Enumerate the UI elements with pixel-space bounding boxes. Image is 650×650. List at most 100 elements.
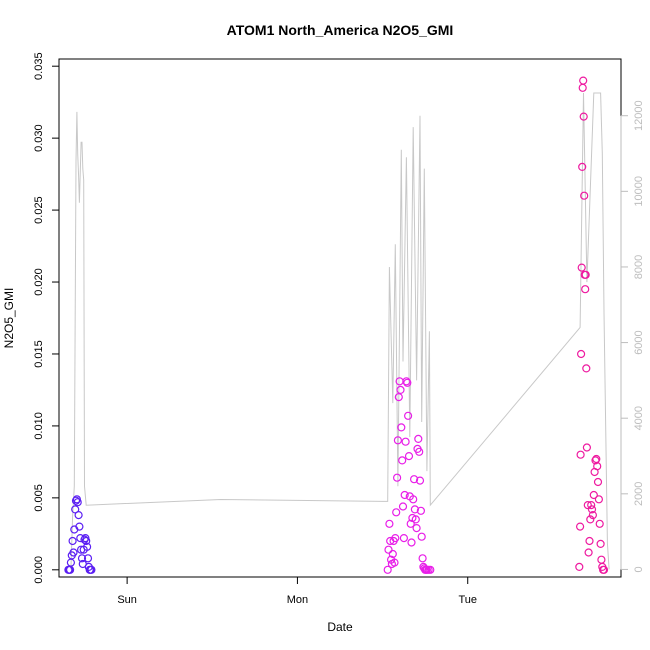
- data-point-series-2: [417, 532, 426, 541]
- data-point-series-3: [588, 510, 598, 520]
- data-point-series-2: [426, 565, 435, 574]
- data-point-series-1: [74, 510, 83, 520]
- data-point-series-3: [582, 443, 592, 452]
- data-point-series-3: [579, 76, 588, 85]
- data-point-series-2: [384, 545, 393, 554]
- right-y-tick-label: 2000: [633, 482, 645, 506]
- data-point-series-2: [398, 456, 407, 465]
- data-point-series-2: [393, 473, 402, 482]
- y-axis-label: N2O5_GMI: [2, 288, 16, 349]
- x-axis-label: Date: [327, 620, 353, 634]
- data-point-series-3: [582, 364, 591, 373]
- data-point-series-2: [398, 502, 408, 511]
- data-point-series-3: [584, 548, 593, 557]
- points-layer: [64, 76, 609, 574]
- data-point-series-2: [410, 505, 419, 514]
- x-tick-label: Sun: [117, 594, 137, 606]
- axes-layer: Sun Mon Tue 0.000 0.005 0.010 0.015 0.020 0.025 0…: [33, 52, 645, 606]
- data-point-series-3: [593, 477, 603, 487]
- data-point-series-1: [73, 498, 82, 507]
- data-point-series-1: [80, 535, 89, 544]
- data-point-series-2: [415, 447, 424, 456]
- data-point-series-3: [585, 536, 594, 546]
- data-point-series-2: [404, 411, 413, 420]
- data-point-series-2: [411, 515, 420, 524]
- data-point-series-3: [576, 450, 585, 459]
- left-y-tick-label: 0.025: [33, 196, 45, 224]
- data-point-series-3: [595, 519, 604, 528]
- data-point-series-2: [418, 554, 427, 563]
- data-point-series-3: [587, 505, 597, 514]
- left-y-tick-label: 0.005: [33, 484, 45, 512]
- x-tick-label: Tue: [458, 594, 477, 606]
- data-point-series-1: [69, 548, 78, 557]
- data-point-series-3: [599, 565, 609, 574]
- data-point-series-1: [77, 554, 87, 563]
- data-point-series-2: [402, 377, 411, 386]
- data-point-series-2: [403, 378, 412, 387]
- data-point-series-2: [390, 558, 399, 567]
- data-point-series-2: [397, 423, 406, 432]
- data-point-series-2: [410, 475, 419, 484]
- data-point-series-2: [391, 533, 400, 543]
- data-point-series-3: [575, 522, 585, 531]
- left-y-tick-label: 0.015: [33, 340, 45, 368]
- altitude-layer: [70, 92, 610, 570]
- data-point-series-3: [577, 263, 586, 272]
- data-point-series-3: [594, 495, 604, 504]
- data-point-series-2: [401, 437, 410, 446]
- data-point-series-1: [82, 536, 91, 546]
- data-point-series-3: [580, 191, 589, 200]
- data-point-series-3: [581, 270, 590, 279]
- left-y-tick-label: 0.020: [33, 268, 45, 296]
- right-y-tick-label: 6000: [633, 330, 645, 354]
- data-point-series-2: [409, 495, 418, 504]
- data-point-series-3: [581, 285, 590, 294]
- data-point-series-1: [71, 496, 81, 505]
- data-point-series-2: [400, 490, 409, 500]
- right-y-tick-label: 10000: [633, 176, 645, 207]
- data-point-series-2: [385, 519, 394, 528]
- right-y-tick-label: 12000: [633, 100, 645, 131]
- altitude-trace-line: [70, 92, 610, 570]
- right-y-tick-label: 8000: [633, 255, 645, 279]
- left-y-tick-label: 0.030: [33, 124, 45, 152]
- data-point-series-3: [587, 501, 596, 510]
- data-point-series-1: [68, 536, 77, 546]
- data-point-series-3: [576, 349, 586, 359]
- data-point-series-3: [578, 162, 587, 171]
- data-point-series-2: [416, 506, 425, 515]
- data-point-series-1: [87, 565, 96, 574]
- data-point-series-2: [388, 549, 397, 559]
- data-point-series-2: [404, 452, 414, 461]
- right-y-tick-label: 4000: [633, 406, 645, 430]
- data-point-series-2: [407, 538, 416, 547]
- data-point-series-3: [593, 462, 602, 471]
- data-point-series-2: [415, 476, 425, 485]
- data-point-series-2: [392, 508, 401, 517]
- data-point-series-3: [579, 112, 588, 121]
- chart-title: ATOM1 North_America N2O5_GMI: [227, 22, 454, 38]
- data-point-series-2: [406, 519, 415, 528]
- data-point-series-2: [396, 385, 405, 394]
- data-point-series-2: [383, 565, 392, 574]
- data-point-series-3: [589, 490, 598, 500]
- x-tick-label: Mon: [287, 594, 308, 606]
- data-point-series-1: [75, 522, 84, 531]
- data-point-series-1: [83, 554, 93, 563]
- left-y-tick-label: 0.000: [33, 556, 45, 584]
- right-y-tick-label: 0: [633, 566, 645, 572]
- data-point-series-2: [399, 533, 408, 543]
- data-point-series-3: [586, 515, 595, 524]
- data-point-series-3: [583, 501, 592, 510]
- data-point-series-1: [82, 542, 92, 551]
- left-y-tick-label: 0.010: [33, 412, 45, 440]
- left-y-tick-label: 0.035: [33, 52, 45, 80]
- data-point-series-2: [414, 434, 423, 443]
- data-point-series-3: [596, 539, 605, 549]
- data-point-series-3: [575, 562, 584, 572]
- data-point-series-2: [393, 436, 402, 445]
- data-point-series-2: [412, 523, 421, 533]
